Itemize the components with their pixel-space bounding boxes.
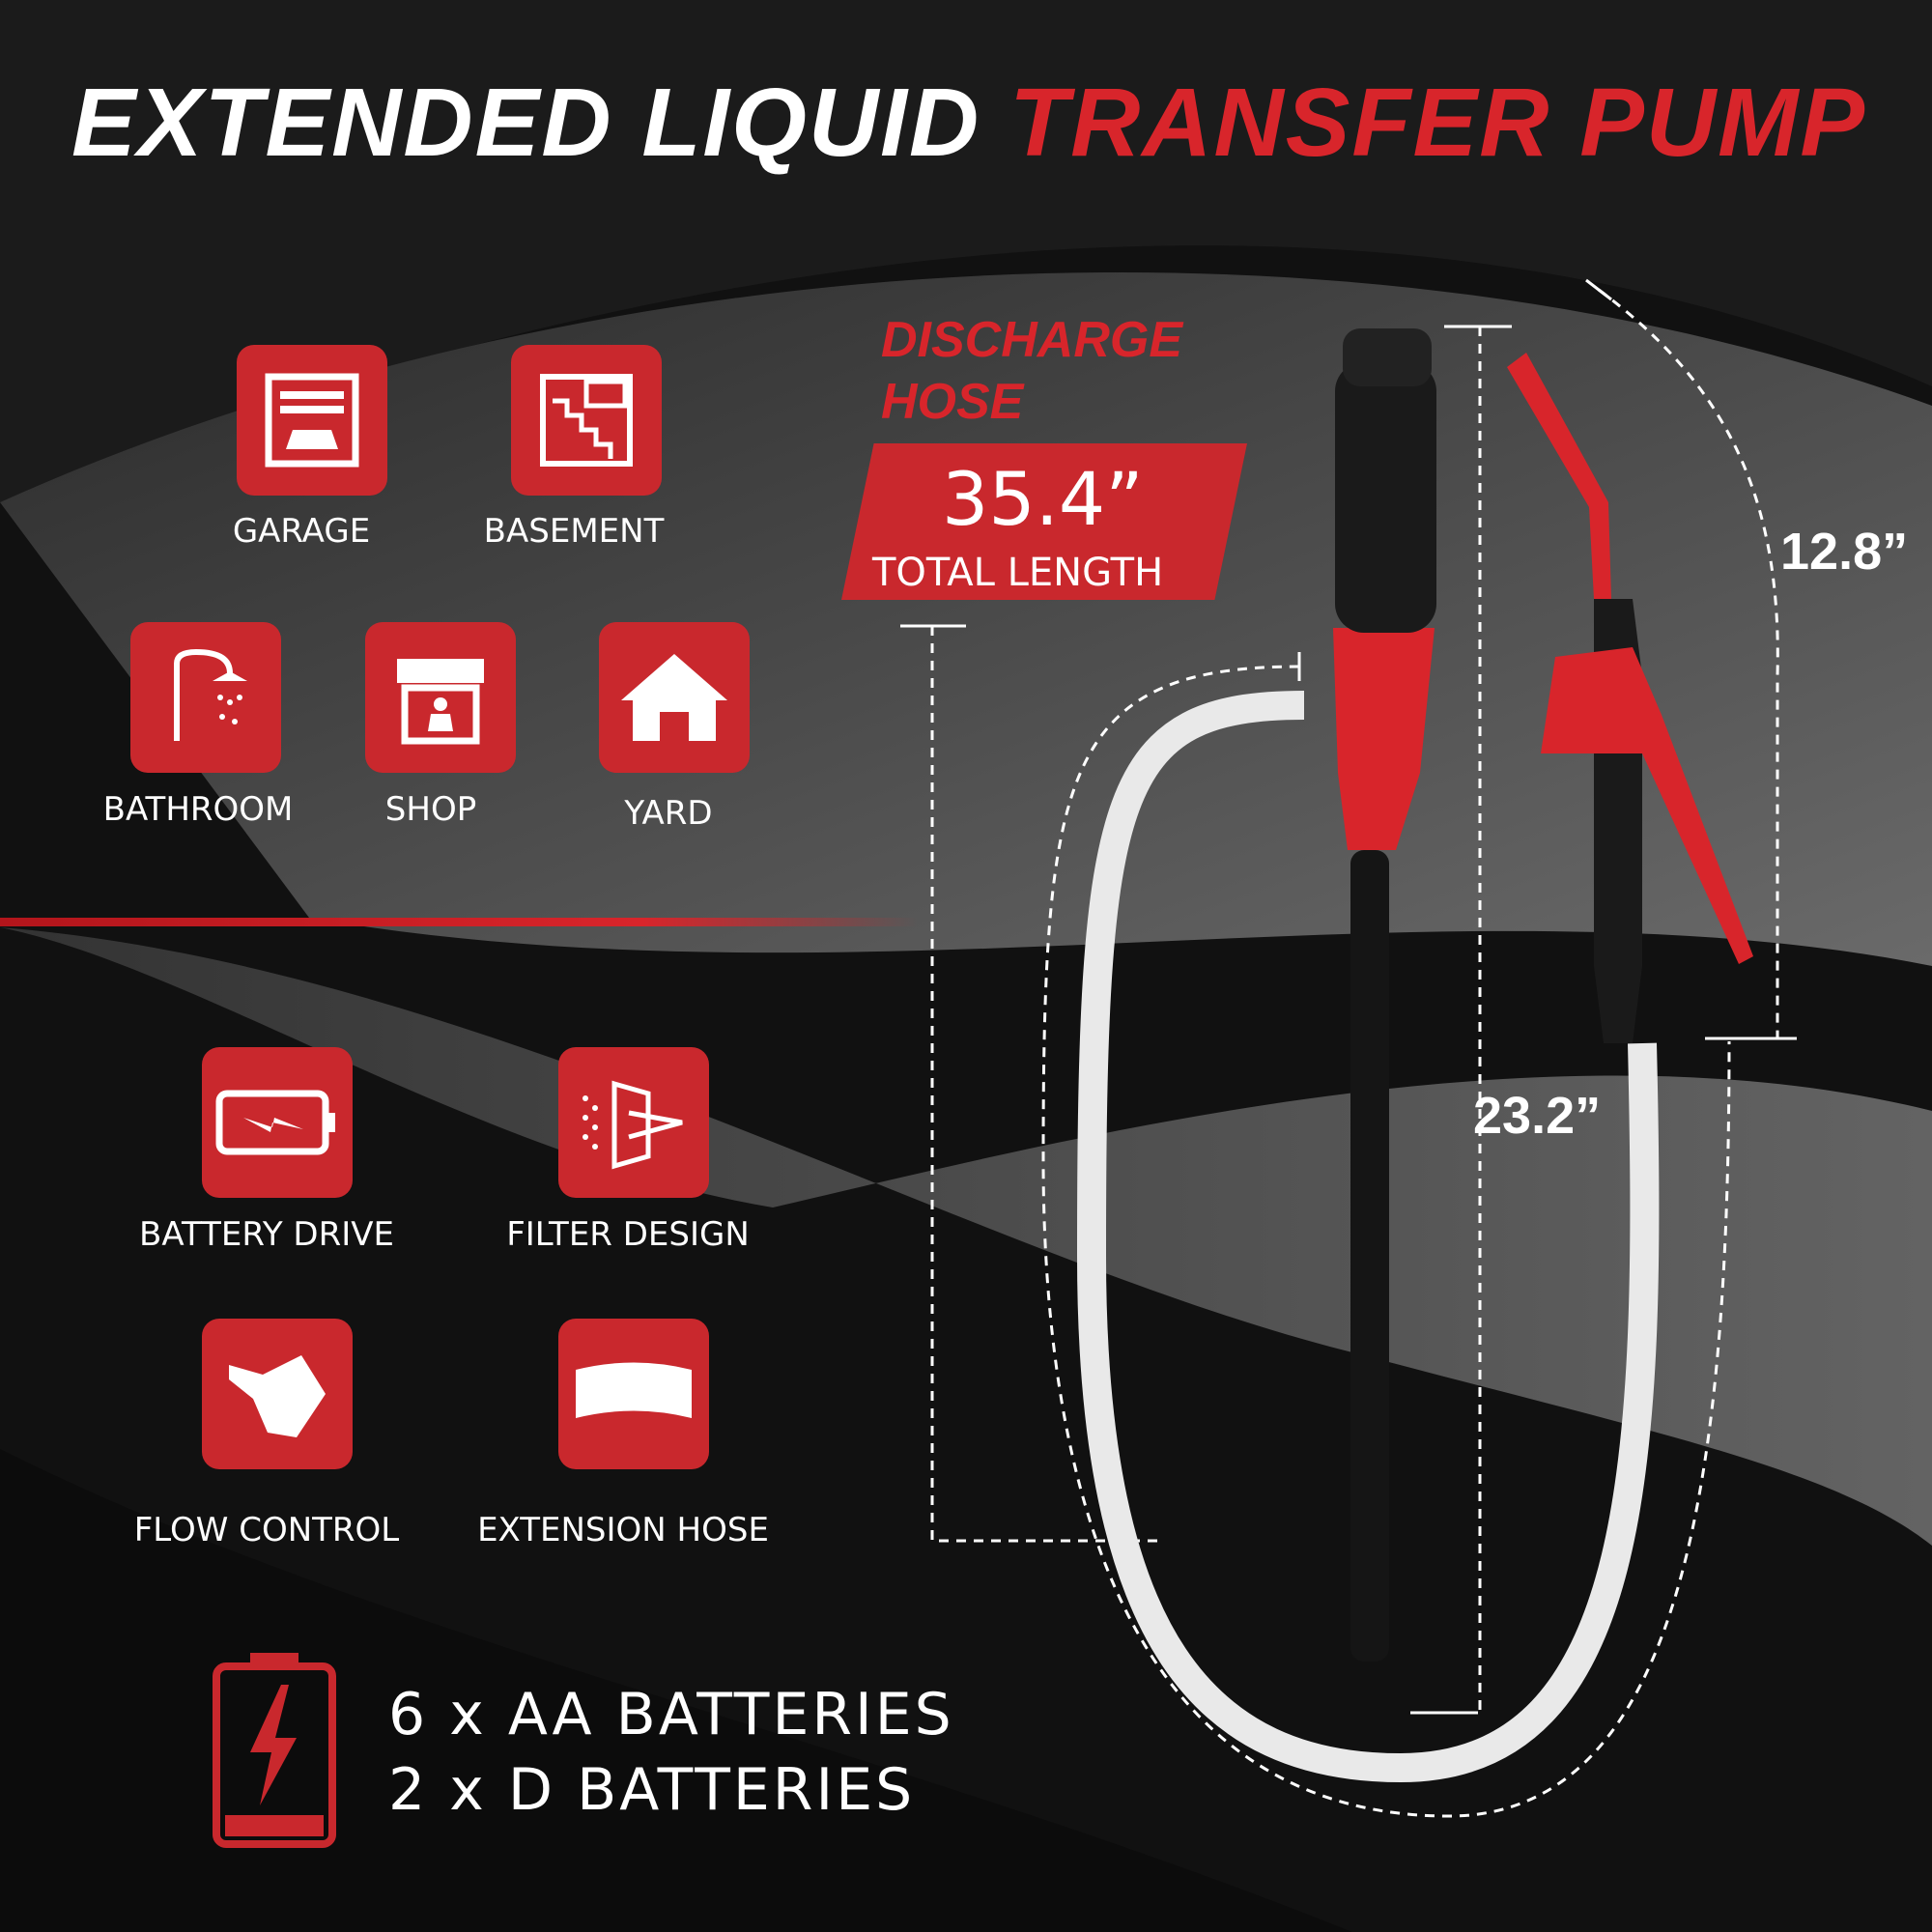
use-label-garage: GARAGE	[232, 512, 371, 551]
total-length-label: TOTAL LENGTH	[872, 551, 1164, 595]
use-label-basement: BASEMENT	[483, 512, 665, 551]
garage-icon	[237, 345, 387, 496]
tube-dimension: 23.2”	[1473, 1087, 1602, 1145]
divider-line	[0, 918, 918, 926]
nozzle-dimension: 12.8”	[1780, 523, 1909, 581]
filter-icon	[558, 1047, 709, 1198]
battery-spec-d: 2 x D BATTERIES	[388, 1756, 916, 1824]
use-label-bathroom: BATHROOM	[102, 790, 294, 829]
discharge-label-line2: HOSE	[881, 374, 1024, 430]
extension-hose	[1076, 691, 1660, 1783]
trigger	[1541, 647, 1753, 964]
page-title: EXTENDED LIQUID TRANSFER PUMP	[71, 68, 1866, 179]
title-red: TRANSFER PUMP	[1009, 69, 1867, 177]
pump-motor-housing	[1335, 362, 1436, 633]
pump-tube	[1350, 850, 1389, 1662]
use-label-yard: YARD	[624, 794, 713, 833]
title-white: EXTENDED LIQUID	[71, 69, 981, 177]
discharge-nozzle	[1507, 353, 1611, 599]
use-label-shop: SHOP	[384, 790, 477, 829]
feature-label-battery-drive: BATTERY DRIVE	[139, 1215, 394, 1254]
basement-icon	[511, 345, 662, 496]
discharge-hose-label: DISCHARGE HOSE	[881, 309, 1182, 433]
length-banner	[841, 443, 1247, 600]
battery-charge-icon	[213, 1653, 336, 1848]
shower-icon	[130, 622, 281, 773]
feature-label-filter-design: FILTER DESIGN	[506, 1215, 750, 1254]
battery-spec-aa: 6 x AA BATTERIES	[388, 1681, 954, 1748]
hose-icon	[558, 1319, 709, 1469]
total-length-value: 35.4”	[942, 456, 1144, 542]
discharge-label-line1: DISCHARGE	[881, 312, 1183, 368]
battery-icon	[202, 1047, 353, 1198]
feature-label-flow-control: FLOW CONTROL	[133, 1511, 400, 1549]
shop-icon	[365, 622, 516, 773]
hand-nozzle-icon	[202, 1319, 353, 1469]
feature-label-extension-hose: EXTENSION HOSE	[477, 1511, 769, 1549]
house-icon	[599, 622, 750, 773]
